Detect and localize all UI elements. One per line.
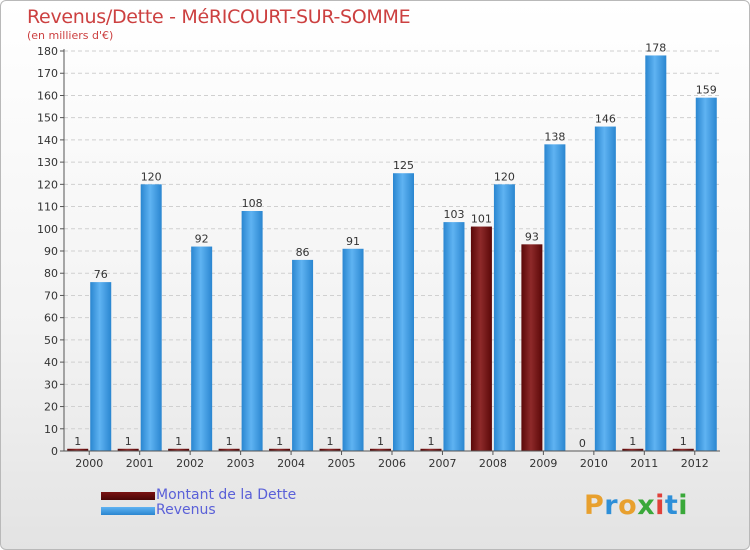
data-label-dette: 1: [175, 435, 182, 448]
bar-dette: [168, 448, 190, 451]
data-label-revenus: 178: [645, 41, 666, 54]
bar-revenus: [594, 126, 616, 452]
x-tick-label: 2012: [681, 457, 709, 470]
logo-letter: o: [618, 490, 638, 521]
y-tick-label: 180: [37, 45, 58, 58]
bar-revenus: [645, 55, 667, 451]
data-label-revenus: 120: [141, 170, 162, 183]
x-tick-label: 2011: [630, 457, 658, 470]
y-tick-label: 80: [44, 267, 58, 280]
bar-dette: [622, 448, 644, 451]
data-label-dette: 1: [427, 435, 434, 448]
x-tick-label: 2001: [126, 457, 154, 470]
legend-label-revenus: Revenus: [156, 502, 216, 518]
bar-revenus: [493, 184, 515, 452]
logo-letter: i: [678, 490, 689, 521]
y-tick-label: 10: [44, 423, 58, 436]
y-tick-label: 0: [51, 445, 58, 458]
data-label-dette: 0: [579, 437, 586, 450]
bar-dette: [319, 448, 341, 451]
y-tick-label: 40: [44, 356, 58, 369]
data-label-revenus: 125: [393, 159, 414, 172]
bar-dette: [269, 448, 291, 451]
bar-revenus: [695, 97, 717, 452]
legend-label-debt: Montant de la Dette: [156, 487, 297, 503]
bar-revenus: [342, 248, 364, 451]
y-tick-label: 110: [37, 201, 58, 214]
legend-swatch-debt: [101, 492, 155, 500]
x-tick-label: 2002: [176, 457, 204, 470]
bar-revenus: [191, 246, 213, 451]
data-label-revenus: 146: [595, 113, 616, 126]
y-tick-label: 160: [37, 89, 58, 102]
bar-dette: [521, 244, 543, 451]
x-tick-label: 2008: [479, 457, 507, 470]
proxiti-logo: Proxiti: [584, 490, 688, 521]
bar-dette: [420, 448, 442, 451]
chart-title: Revenus/Dette - MéRICOURT-SUR-SOMME: [27, 6, 411, 28]
bar-revenus: [393, 173, 414, 451]
x-tick-label: 2003: [227, 457, 255, 470]
data-label-revenus: 138: [544, 130, 565, 143]
x-tick-label: 2000: [75, 457, 103, 470]
y-tick-label: 50: [44, 334, 58, 347]
data-label-dette: 1: [327, 435, 334, 448]
x-tick-label: 2004: [277, 457, 305, 470]
x-tick-label: 2005: [328, 457, 356, 470]
bar-revenus: [544, 144, 566, 452]
bar-dette: [470, 226, 492, 451]
data-label-dette: 101: [471, 213, 492, 226]
logo-letter: x: [637, 490, 656, 521]
data-label-dette: 1: [74, 435, 81, 448]
legend-swatch-revenus: [101, 507, 155, 515]
bar-dette: [370, 448, 391, 451]
data-label-dette: 93: [525, 230, 539, 243]
logo-letter: i: [655, 490, 665, 521]
bar-dette: [218, 448, 240, 451]
data-label-dette: 1: [226, 435, 233, 448]
data-label-revenus: 159: [696, 84, 717, 97]
y-tick-label: 90: [44, 245, 58, 258]
data-label-dette: 1: [125, 435, 132, 448]
bar-dette: [67, 448, 89, 451]
y-tick-label: 130: [37, 156, 58, 169]
bar-revenus: [90, 282, 112, 451]
logo-letter: P: [584, 490, 605, 521]
logo-letter: r: [604, 490, 619, 521]
bar-revenus: [443, 222, 465, 451]
bar-revenus: [241, 211, 263, 451]
y-tick-label: 120: [37, 178, 58, 191]
bar-dette: [117, 448, 139, 451]
bar-revenus: [292, 259, 314, 451]
x-tick-label: 2007: [428, 457, 456, 470]
y-tick-label: 30: [44, 378, 58, 391]
data-label-revenus: 76: [94, 268, 108, 281]
data-label-dette: 1: [629, 435, 636, 448]
x-tick-label: 2010: [580, 457, 608, 470]
data-label-revenus: 92: [195, 233, 209, 246]
y-tick-label: 20: [44, 401, 58, 414]
data-label-dette: 1: [276, 435, 283, 448]
y-tick-label: 60: [44, 312, 58, 325]
x-tick-label: 2009: [529, 457, 557, 470]
data-label-revenus: 91: [346, 235, 360, 248]
data-label-revenus: 108: [242, 197, 263, 210]
data-label-dette: 1: [377, 435, 384, 448]
bar-dette: [672, 448, 694, 451]
logo-letter: t: [664, 490, 679, 521]
y-tick-label: 170: [37, 67, 58, 80]
data-label-dette: 1: [680, 435, 687, 448]
data-label-revenus: 86: [296, 246, 310, 259]
y-tick-label: 140: [37, 134, 58, 147]
chart-subtitle: (en milliers d'€): [27, 29, 114, 42]
y-tick-label: 150: [37, 112, 58, 125]
data-label-revenus: 120: [494, 170, 515, 183]
x-tick-label: 2006: [378, 457, 406, 470]
y-tick-label: 70: [44, 289, 58, 302]
y-tick-label: 100: [37, 223, 58, 236]
bar-revenus: [140, 184, 162, 452]
data-label-revenus: 103: [443, 208, 464, 221]
